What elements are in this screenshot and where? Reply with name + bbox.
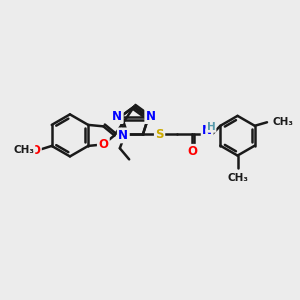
Text: N: N — [112, 110, 122, 123]
Text: S: S — [155, 128, 164, 141]
Text: CH₃: CH₃ — [272, 117, 293, 127]
Text: N: N — [118, 129, 128, 142]
Text: O: O — [188, 145, 198, 158]
Text: N: N — [146, 110, 156, 123]
Text: N: N — [202, 124, 212, 137]
Text: O: O — [30, 143, 40, 157]
Text: H: H — [207, 122, 215, 132]
Text: CH₃: CH₃ — [228, 173, 249, 183]
Text: O: O — [98, 138, 108, 151]
Text: CH₃: CH₃ — [13, 145, 34, 155]
